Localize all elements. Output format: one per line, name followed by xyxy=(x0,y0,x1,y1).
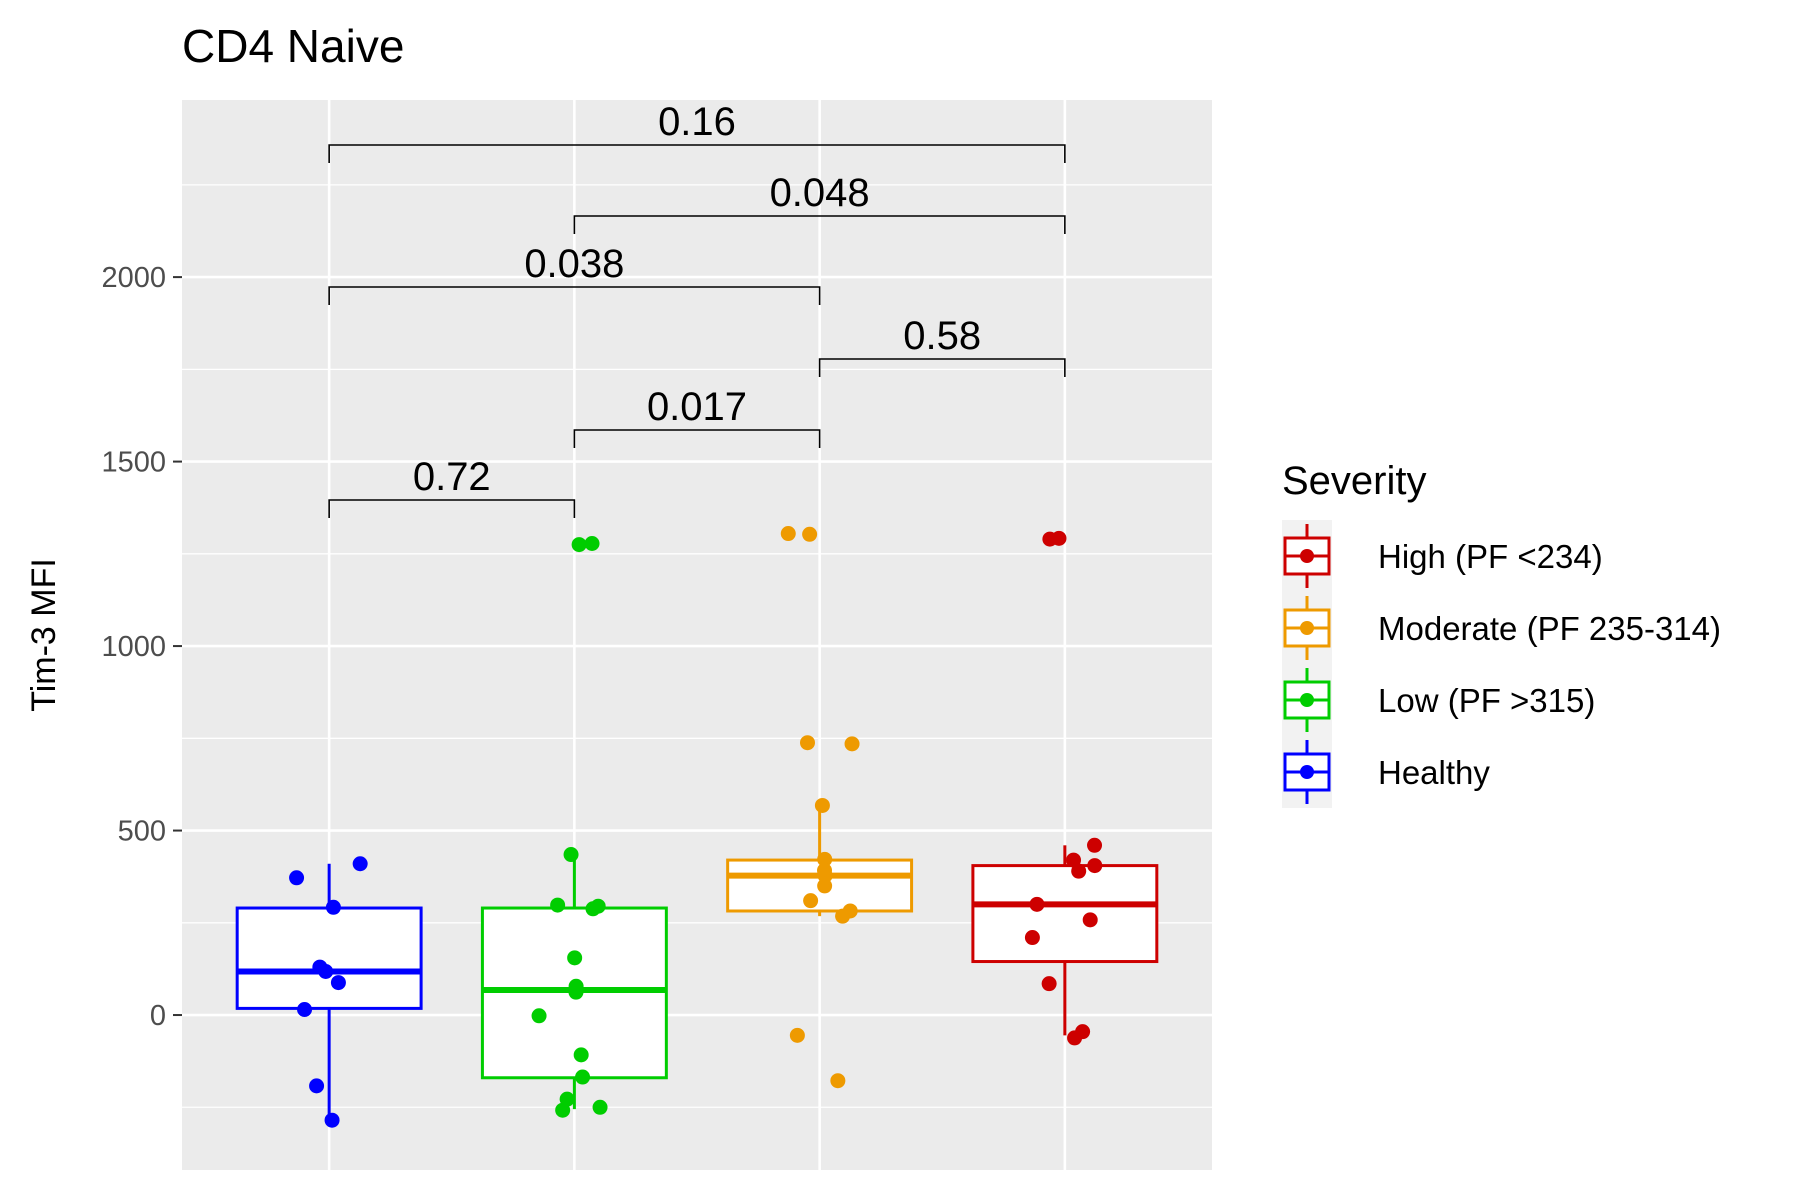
data-point xyxy=(568,984,584,1000)
data-point xyxy=(325,899,341,915)
data-point xyxy=(571,537,587,553)
data-point xyxy=(1087,837,1103,853)
data-point xyxy=(318,963,334,979)
data-point xyxy=(585,901,601,917)
data-point xyxy=(575,1069,591,1085)
data-point xyxy=(309,1078,325,1094)
data-points xyxy=(289,526,1103,1128)
data-point xyxy=(1029,896,1045,912)
data-point xyxy=(555,1102,571,1118)
data-point xyxy=(567,950,583,966)
chart-title: CD4 Naive xyxy=(182,20,404,72)
legend-key-point xyxy=(1300,549,1314,563)
data-point xyxy=(1067,1030,1083,1046)
data-point xyxy=(330,975,346,991)
p-value-label: 0.038 xyxy=(524,242,624,286)
legend-key-point xyxy=(1300,765,1314,779)
bracket-line xyxy=(573,215,1066,234)
legend-label: High (PF <234) xyxy=(1378,538,1603,575)
bracket-0-16: 0.16 xyxy=(328,100,1066,163)
data-point xyxy=(550,897,566,913)
legend-title: Severity xyxy=(1282,459,1427,503)
data-point xyxy=(584,535,600,551)
p-value-label: 0.017 xyxy=(647,385,747,429)
data-point xyxy=(1082,912,1098,928)
data-point xyxy=(803,893,819,909)
legend-item: High (PF <234) xyxy=(1283,524,1603,588)
y-tick-label: 1500 xyxy=(101,447,166,479)
data-point xyxy=(289,870,305,886)
data-point xyxy=(1042,531,1058,547)
legend-label: Moderate (PF 235-314) xyxy=(1378,610,1721,647)
data-point xyxy=(835,908,851,924)
bracket-line xyxy=(328,286,821,305)
data-point xyxy=(817,878,833,894)
data-point xyxy=(844,736,860,752)
bracket-0-58: 0.58 xyxy=(818,314,1066,377)
p-value-label: 0.58 xyxy=(903,314,981,358)
grid-lines xyxy=(182,100,1212,1170)
data-point xyxy=(1041,976,1057,992)
legend-item: Moderate (PF 235-314) xyxy=(1283,596,1721,660)
data-point xyxy=(352,856,368,872)
data-point xyxy=(1024,930,1040,946)
box xyxy=(971,864,1159,964)
data-point xyxy=(817,851,833,867)
p-value-label: 0.16 xyxy=(658,100,736,144)
legend: Severity High (PF <234) Moderate (PF 235-… xyxy=(1282,459,1721,808)
data-point xyxy=(531,1008,547,1024)
data-point xyxy=(563,847,579,863)
bracket-0-72: 0.72 xyxy=(328,455,576,518)
data-point xyxy=(780,526,796,542)
data-point xyxy=(592,1099,608,1115)
bracket-line xyxy=(328,499,576,518)
data-point xyxy=(814,797,830,813)
y-tick-label: 500 xyxy=(118,816,166,848)
legend-item: Low (PF >315) xyxy=(1283,668,1595,732)
boxplot-high-pf-234 xyxy=(971,845,1159,1036)
data-point xyxy=(297,1002,313,1017)
data-point xyxy=(573,1047,589,1063)
boxplot-moderate-pf-235-314 xyxy=(726,805,914,917)
box xyxy=(235,906,423,1010)
legend-label: Healthy xyxy=(1378,754,1490,791)
data-point xyxy=(799,735,815,751)
legend-label: Low (PF >315) xyxy=(1378,682,1595,719)
p-value-label: 0.72 xyxy=(413,455,491,499)
data-point xyxy=(1087,858,1103,874)
legend-item: Healthy xyxy=(1283,740,1490,804)
y-tick-label: 2000 xyxy=(101,262,166,294)
bracket-line xyxy=(818,358,1066,377)
legend-key-point xyxy=(1300,693,1314,707)
y-tick-label: 0 xyxy=(150,1000,166,1032)
bracket-line xyxy=(573,429,821,448)
bracket-0-048: 0.048 xyxy=(573,171,1066,234)
p-value-label: 0.048 xyxy=(770,171,870,215)
data-point xyxy=(324,1112,340,1128)
data-point xyxy=(830,1073,846,1089)
legend-key-point xyxy=(1300,621,1314,635)
data-point xyxy=(1071,863,1087,879)
y-axis-title: Tim-3 MFI xyxy=(25,558,63,712)
data-point xyxy=(789,1027,805,1043)
bracket-line xyxy=(328,144,1066,163)
significance-brackets: 0.16 0.048 0.038 0.58 0.017 0.72 xyxy=(328,100,1066,518)
y-tick-label: 1000 xyxy=(101,631,166,663)
bracket-0-017: 0.017 xyxy=(573,385,821,448)
data-point xyxy=(802,526,818,542)
bracket-0-038: 0.038 xyxy=(328,242,821,305)
y-axis: 0 500 1000 1500 2000 xyxy=(101,262,182,1032)
